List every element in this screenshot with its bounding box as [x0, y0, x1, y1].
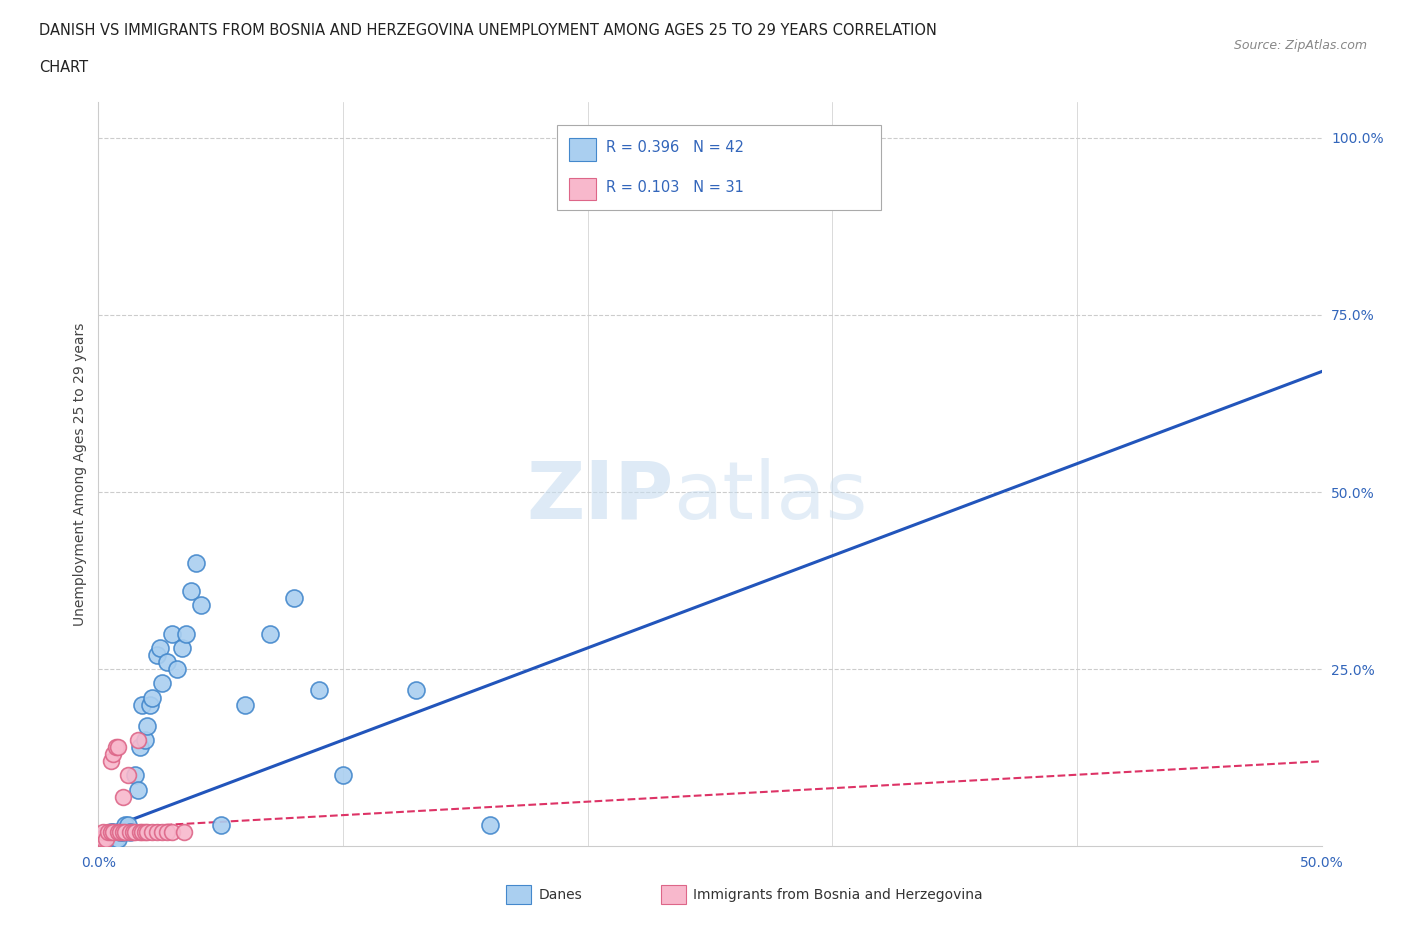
- Point: [107, 739, 129, 754]
- Point: [146, 647, 169, 662]
- Point: [150, 676, 173, 691]
- Point: [127, 733, 149, 748]
- Point: [97, 831, 120, 846]
- Point: [134, 825, 156, 840]
- Point: [91, 825, 114, 840]
- Point: [478, 817, 501, 832]
- Y-axis label: Unemployment Among Ages 25 to 29 years: Unemployment Among Ages 25 to 29 years: [73, 323, 87, 626]
- Text: R = 0.103   N = 31: R = 0.103 N = 31: [606, 179, 744, 194]
- Point: [104, 831, 127, 846]
- Bar: [569, 178, 596, 200]
- Point: [124, 768, 146, 783]
- Point: [150, 825, 173, 840]
- Point: [101, 825, 124, 840]
- Point: [90, 831, 112, 846]
- Point: [129, 739, 152, 754]
- Point: [136, 718, 159, 733]
- Point: [94, 831, 117, 846]
- Point: [141, 825, 163, 840]
- Point: [129, 825, 152, 840]
- Point: [173, 825, 195, 840]
- Point: [100, 825, 122, 840]
- Point: [110, 825, 132, 840]
- Point: [107, 831, 129, 846]
- Point: [94, 831, 117, 846]
- FancyBboxPatch shape: [557, 125, 882, 210]
- Point: [111, 825, 134, 840]
- Point: [141, 690, 163, 705]
- Point: [283, 591, 305, 605]
- Point: [821, 152, 844, 166]
- Point: [146, 825, 169, 840]
- Point: [176, 626, 198, 641]
- Point: [308, 683, 330, 698]
- Point: [111, 790, 134, 804]
- Point: [170, 641, 193, 656]
- Point: [156, 655, 179, 670]
- Point: [117, 817, 139, 832]
- Text: Danes: Danes: [538, 887, 582, 902]
- Point: [91, 831, 114, 846]
- Point: [136, 825, 159, 840]
- Point: [190, 598, 212, 613]
- Point: [124, 825, 146, 840]
- Point: [114, 825, 136, 840]
- Point: [259, 626, 281, 641]
- Text: Immigrants from Bosnia and Herzegovina: Immigrants from Bosnia and Herzegovina: [693, 887, 983, 902]
- Point: [160, 825, 183, 840]
- Point: [134, 733, 156, 748]
- Point: [180, 584, 202, 599]
- Point: [97, 825, 120, 840]
- Point: [101, 825, 124, 840]
- Text: DANISH VS IMMIGRANTS FROM BOSNIA AND HERZEGOVINA UNEMPLOYMENT AMONG AGES 25 TO 2: DANISH VS IMMIGRANTS FROM BOSNIA AND HER…: [39, 23, 938, 38]
- Point: [110, 825, 132, 840]
- Point: [166, 662, 188, 677]
- Point: [209, 817, 232, 832]
- Point: [131, 825, 153, 840]
- Point: [90, 831, 112, 846]
- Point: [107, 825, 129, 840]
- Point: [127, 782, 149, 797]
- Bar: [569, 139, 596, 161]
- Point: [111, 825, 134, 840]
- Point: [233, 698, 256, 712]
- Text: ZIP: ZIP: [526, 458, 673, 536]
- Point: [100, 825, 122, 840]
- Point: [131, 698, 153, 712]
- Text: R = 0.396   N = 42: R = 0.396 N = 42: [606, 140, 744, 155]
- Point: [100, 754, 122, 769]
- Point: [120, 825, 142, 840]
- Text: Source: ZipAtlas.com: Source: ZipAtlas.com: [1233, 39, 1367, 52]
- Point: [104, 739, 127, 754]
- Point: [186, 555, 208, 570]
- Point: [139, 698, 162, 712]
- Point: [120, 825, 142, 840]
- Point: [332, 768, 354, 783]
- Point: [160, 626, 183, 641]
- Point: [101, 747, 124, 762]
- Point: [121, 825, 143, 840]
- Point: [117, 768, 139, 783]
- Point: [845, 152, 868, 166]
- Point: [114, 817, 136, 832]
- Point: [405, 683, 427, 698]
- Point: [149, 641, 172, 656]
- Point: [156, 825, 179, 840]
- Text: atlas: atlas: [673, 458, 868, 536]
- Point: [91, 831, 114, 846]
- Text: CHART: CHART: [39, 60, 89, 75]
